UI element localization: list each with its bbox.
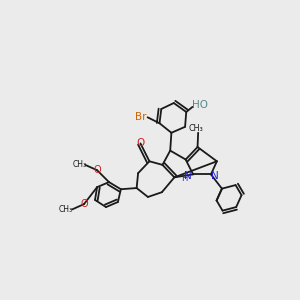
Text: O: O xyxy=(136,139,145,148)
Text: H: H xyxy=(181,174,188,183)
Text: CH₃: CH₃ xyxy=(72,160,86,169)
Text: CH₃: CH₃ xyxy=(59,205,73,214)
Text: O: O xyxy=(93,165,101,175)
Text: HO: HO xyxy=(192,100,208,110)
Text: N: N xyxy=(211,171,219,181)
Text: CH₃: CH₃ xyxy=(189,124,203,133)
Text: O: O xyxy=(80,199,88,209)
Text: N: N xyxy=(184,171,192,181)
Text: Br: Br xyxy=(135,112,147,122)
